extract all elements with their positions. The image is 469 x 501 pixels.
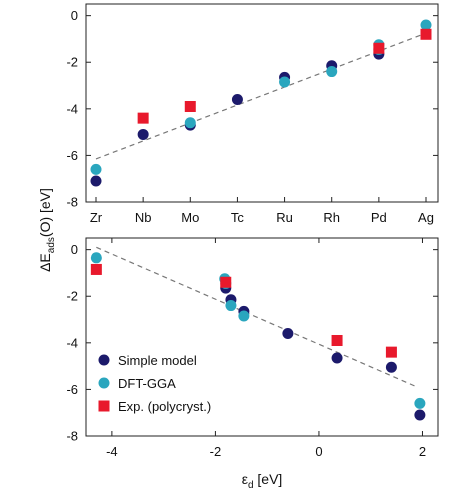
top-point-exp-polycryst bbox=[421, 29, 432, 40]
x-axis-label: εd [eV] bbox=[242, 471, 283, 491]
top-ytick-label: 0 bbox=[71, 8, 78, 23]
top-ytick-label: -4 bbox=[66, 101, 78, 116]
top-xtick-label: Nb bbox=[135, 210, 152, 225]
bottom-ytick-label: -4 bbox=[66, 335, 78, 350]
top-ytick-label: -2 bbox=[66, 55, 78, 70]
top-point-dft-gga bbox=[185, 117, 196, 128]
top-point-simple-model bbox=[91, 176, 102, 187]
top-xtick-label: Zr bbox=[90, 210, 103, 225]
top-point-simple-model bbox=[232, 94, 243, 105]
legend-marker-dft-gga bbox=[99, 378, 110, 389]
top-point-dft-gga bbox=[91, 164, 102, 175]
bottom-ytick-label: -6 bbox=[66, 382, 78, 397]
top-point-exp-polycryst bbox=[185, 101, 196, 112]
top-xtick-label: Ag bbox=[418, 210, 434, 225]
bottom-point-dft-gga bbox=[225, 300, 236, 311]
bottom-point-simple-model bbox=[282, 328, 293, 339]
bottom-point-simple-model bbox=[332, 352, 343, 363]
bottom-point-dft-gga bbox=[414, 398, 425, 409]
bottom-xtick-label: 0 bbox=[315, 444, 322, 459]
legend-label-simple-model: Simple model bbox=[118, 353, 197, 368]
top-point-exp-polycryst bbox=[138, 113, 149, 124]
top-point-simple-model bbox=[138, 129, 149, 140]
legend-label-exp: Exp. (polycryst.) bbox=[118, 399, 211, 414]
bottom-point-exp-polycryst bbox=[332, 335, 343, 346]
top-xtick-label: Rh bbox=[323, 210, 340, 225]
top-panel: 0 -2 -4 -6 -8 Zr Nb Mo Tc Ru Rh Pd Ag bbox=[66, 8, 438, 225]
bottom-xtick-label: 2 bbox=[419, 444, 426, 459]
bottom-point-exp-polycryst bbox=[91, 264, 102, 275]
top-point-dft-gga bbox=[326, 66, 337, 77]
bottom-ytick-label: -8 bbox=[66, 429, 78, 444]
bottom-point-simple-model bbox=[386, 362, 397, 373]
top-ytick-label: -6 bbox=[66, 148, 78, 163]
top-point-exp-polycryst bbox=[373, 43, 384, 54]
bottom-point-exp-polycryst bbox=[386, 347, 397, 358]
legend-marker-simple-model bbox=[99, 355, 110, 366]
bottom-xtick-label: -2 bbox=[210, 444, 222, 459]
top-panel-frame bbox=[86, 4, 438, 202]
top-xtick-label: Mo bbox=[181, 210, 199, 225]
bottom-point-exp-polycryst bbox=[220, 277, 231, 288]
top-xtick-label: Ru bbox=[276, 210, 293, 225]
legend: Simple model DFT-GGA Exp. (polycryst.) bbox=[99, 353, 212, 414]
top-xtick-label: Tc bbox=[231, 210, 245, 225]
legend-marker-exp bbox=[99, 401, 110, 412]
bottom-point-dft-gga bbox=[91, 252, 102, 263]
bottom-panel: 0 -2 -4 -6 -8 -4 -2 0 2 bbox=[66, 238, 438, 459]
y-axis-label: ΔEads(O) [eV] bbox=[37, 188, 57, 272]
top-point-dft-gga bbox=[279, 77, 290, 88]
bottom-ytick-label: 0 bbox=[71, 242, 78, 257]
top-xtick-label: Pd bbox=[371, 210, 387, 225]
top-ytick-label: -8 bbox=[66, 195, 78, 210]
bottom-point-simple-model bbox=[414, 410, 425, 421]
bottom-point-dft-gga bbox=[238, 311, 249, 322]
legend-label-dft-gga: DFT-GGA bbox=[118, 376, 176, 391]
bottom-xtick-label: -4 bbox=[106, 444, 118, 459]
bottom-ytick-label: -2 bbox=[66, 289, 78, 304]
